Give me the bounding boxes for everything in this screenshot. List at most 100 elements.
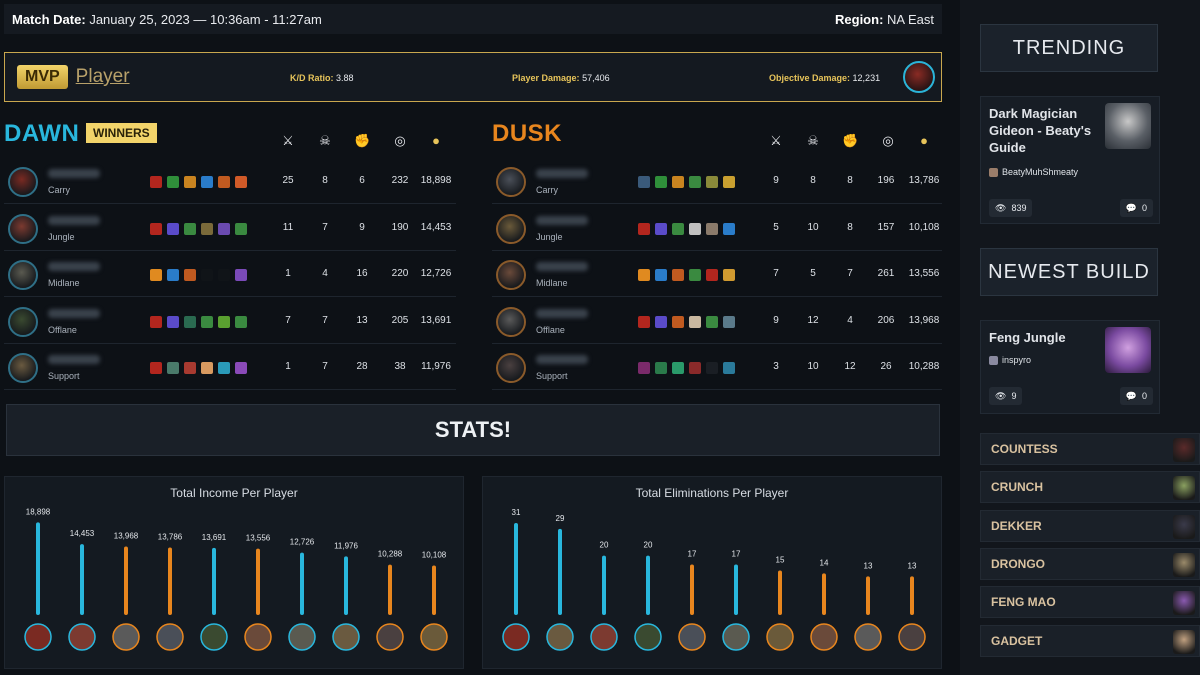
item-icon[interactable] xyxy=(150,269,162,281)
item-icon[interactable] xyxy=(150,315,162,328)
item-icon[interactable] xyxy=(235,222,247,235)
player-avatar[interactable] xyxy=(496,353,526,383)
item-icon[interactable] xyxy=(184,176,196,188)
item-icon[interactable] xyxy=(184,222,196,235)
hero-list-item[interactable]: FENG MAO xyxy=(980,586,1200,619)
item-icon[interactable] xyxy=(184,269,196,281)
item-icon[interactable] xyxy=(638,315,650,328)
newest-title[interactable]: Feng Jungle xyxy=(989,330,1066,345)
item-icon[interactable] xyxy=(689,362,701,374)
item-icon[interactable] xyxy=(638,269,650,281)
dawn-player-row[interactable]: Carry 25 8 6 232 18,898 xyxy=(4,160,456,204)
item-icon[interactable] xyxy=(218,269,230,281)
hero-list-item[interactable]: DEKKER xyxy=(980,509,1200,542)
item-icon[interactable] xyxy=(706,315,718,328)
player-avatar[interactable] xyxy=(496,260,526,290)
dawn-player-row[interactable]: Jungle 11 7 9 190 14,453 xyxy=(4,207,456,251)
item-icon[interactable] xyxy=(655,222,667,235)
item-icon[interactable] xyxy=(218,222,230,235)
player-name-blurred[interactable] xyxy=(536,355,588,364)
item-icon[interactable] xyxy=(150,176,162,188)
item-icon[interactable] xyxy=(201,269,213,281)
player-name-blurred[interactable] xyxy=(536,262,588,271)
item-icon[interactable] xyxy=(689,176,701,188)
hero-list-item[interactable]: CRUNCH xyxy=(980,471,1200,504)
player-name-blurred[interactable] xyxy=(536,169,588,178)
player-avatar[interactable] xyxy=(8,306,38,337)
item-icon[interactable] xyxy=(706,222,718,235)
item-icon[interactable] xyxy=(218,362,230,374)
hero-list-item[interactable]: GADGET xyxy=(980,624,1200,657)
item-icon[interactable] xyxy=(706,362,718,374)
item-icon[interactable] xyxy=(689,315,701,328)
item-icon[interactable] xyxy=(672,315,684,328)
item-icon[interactable] xyxy=(638,362,650,374)
player-avatar[interactable] xyxy=(496,306,526,337)
player-name-blurred[interactable] xyxy=(48,215,100,225)
item-icon[interactable] xyxy=(235,269,247,281)
item-icon[interactable] xyxy=(150,222,162,235)
item-icon[interactable] xyxy=(655,176,667,188)
item-icon[interactable] xyxy=(201,176,213,188)
player-avatar[interactable] xyxy=(8,353,38,383)
dusk-player-row[interactable]: Support 3 10 12 26 10,288 xyxy=(492,346,942,390)
trending-author[interactable]: BeatyMuhShmeaty xyxy=(989,167,1078,177)
player-name-blurred[interactable] xyxy=(48,169,100,178)
item-icon[interactable] xyxy=(723,315,735,328)
item-icon[interactable] xyxy=(672,222,684,235)
item-icon[interactable] xyxy=(672,269,684,281)
item-icon[interactable] xyxy=(235,362,247,374)
dawn-player-row[interactable]: Offlane 7 7 13 205 13,691 xyxy=(4,300,456,344)
item-icon[interactable] xyxy=(723,222,735,235)
item-icon[interactable] xyxy=(184,362,196,374)
item-icon[interactable] xyxy=(689,222,701,235)
mvp-avatar[interactable] xyxy=(903,61,935,93)
dusk-player-row[interactable]: Jungle 5 10 8 157 10,108 xyxy=(492,207,942,251)
dusk-player-row[interactable]: Midlane 7 5 7 261 13,556 xyxy=(492,253,942,297)
item-icon[interactable] xyxy=(201,362,213,374)
dusk-player-row[interactable]: Offlane 9 12 4 206 13,968 xyxy=(492,300,942,344)
newest-author[interactable]: inspyro xyxy=(989,355,1031,365)
item-icon[interactable] xyxy=(689,269,701,281)
item-icon[interactable] xyxy=(655,362,667,374)
player-avatar[interactable] xyxy=(8,167,38,197)
item-icon[interactable] xyxy=(723,362,735,374)
item-icon[interactable] xyxy=(235,315,247,328)
item-icon[interactable] xyxy=(235,176,247,188)
player-avatar[interactable] xyxy=(496,167,526,197)
item-icon[interactable] xyxy=(638,176,650,188)
player-name-blurred[interactable] xyxy=(48,308,100,318)
item-icon[interactable] xyxy=(672,176,684,188)
trending-title[interactable]: Dark Magician Gideon - Beaty's Guide xyxy=(989,106,1092,155)
player-name-blurred[interactable] xyxy=(536,308,588,318)
item-icon[interactable] xyxy=(201,222,213,235)
item-icon[interactable] xyxy=(723,176,735,188)
item-icon[interactable] xyxy=(167,269,179,281)
item-icon[interactable] xyxy=(167,176,179,188)
mvp-player-link[interactable]: Player xyxy=(75,66,130,87)
newest-card[interactable]: Feng Jungle inspyro 👁 9 💬 0 xyxy=(980,320,1160,414)
item-icon[interactable] xyxy=(150,362,162,374)
dawn-player-row[interactable]: Midlane 1 4 16 220 12,726 xyxy=(4,253,456,297)
player-name-blurred[interactable] xyxy=(48,355,100,364)
item-icon[interactable] xyxy=(723,269,735,281)
item-icon[interactable] xyxy=(218,176,230,188)
item-icon[interactable] xyxy=(638,222,650,235)
item-icon[interactable] xyxy=(655,315,667,328)
trending-card[interactable]: Dark Magician Gideon - Beaty's Guide Bea… xyxy=(980,96,1160,224)
item-icon[interactable] xyxy=(706,269,718,281)
item-icon[interactable] xyxy=(655,269,667,281)
dawn-player-row[interactable]: Support 1 7 28 38 11,976 xyxy=(4,346,456,390)
item-icon[interactable] xyxy=(706,176,718,188)
dusk-player-row[interactable]: Carry 9 8 8 196 13,786 xyxy=(492,160,942,204)
hero-list-item[interactable]: DRONGO xyxy=(980,547,1200,580)
player-avatar[interactable] xyxy=(8,260,38,290)
stats-button[interactable]: STATS! xyxy=(6,404,940,456)
item-icon[interactable] xyxy=(167,362,179,374)
item-icon[interactable] xyxy=(167,315,179,328)
item-icon[interactable] xyxy=(672,362,684,374)
player-name-blurred[interactable] xyxy=(48,262,100,271)
player-avatar[interactable] xyxy=(496,213,526,244)
player-avatar[interactable] xyxy=(8,213,38,244)
item-icon[interactable] xyxy=(201,315,213,328)
